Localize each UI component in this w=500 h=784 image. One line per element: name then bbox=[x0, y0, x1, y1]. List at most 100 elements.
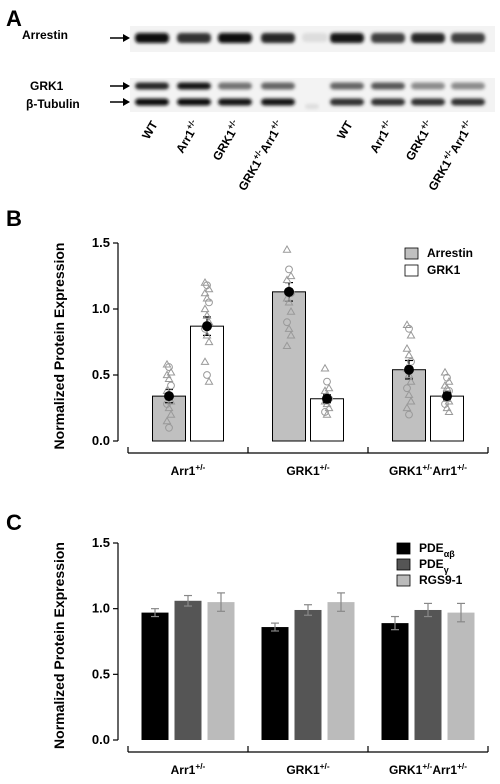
data-point bbox=[286, 271, 296, 280]
mean-point bbox=[164, 391, 174, 402]
blot-band bbox=[330, 82, 364, 90]
data-point bbox=[404, 350, 414, 359]
blot-band bbox=[411, 82, 445, 90]
lane-labels: WT Arr1+/-GRK1+/-GRK1+/-Arr1+/- WT Arr1+/-G… bbox=[139, 117, 477, 193]
blot-band bbox=[135, 82, 169, 90]
blot-band bbox=[218, 82, 252, 90]
data-point bbox=[166, 367, 176, 376]
blot-band bbox=[371, 33, 405, 43]
lane-label: WT bbox=[139, 118, 161, 142]
data-point bbox=[204, 284, 214, 293]
data-point bbox=[164, 374, 174, 383]
blot-band bbox=[451, 98, 485, 106]
lane-label: Arr1+/- bbox=[171, 117, 202, 155]
blot-band bbox=[218, 33, 252, 43]
data-point bbox=[282, 275, 292, 284]
bar bbox=[261, 627, 289, 740]
data-point bbox=[402, 344, 412, 352]
panel-a-letter: A bbox=[6, 6, 22, 31]
data-point bbox=[202, 293, 212, 302]
data-point bbox=[167, 381, 175, 390]
bar bbox=[414, 609, 442, 740]
bar bbox=[327, 602, 355, 740]
blot-band bbox=[177, 33, 211, 43]
data-point bbox=[162, 370, 172, 379]
blot-band bbox=[261, 82, 295, 90]
data-point bbox=[402, 320, 412, 328]
y-tick-label: 1.5 bbox=[92, 535, 110, 550]
legend-swatch bbox=[396, 542, 411, 555]
blot-bands bbox=[130, 26, 495, 112]
data-point bbox=[200, 288, 210, 297]
legend-label: RGS9-1 bbox=[419, 573, 463, 587]
band-arrow-head bbox=[123, 34, 130, 42]
mean-point bbox=[404, 364, 414, 375]
y-tick-label: 0.5 bbox=[92, 666, 110, 681]
legend-label: PDEγ bbox=[419, 557, 449, 575]
lane-label: GRK1+/-Arr1+/- bbox=[424, 117, 477, 193]
data-point bbox=[165, 363, 173, 371]
bar bbox=[447, 612, 475, 740]
legend-swatch bbox=[404, 247, 419, 260]
data-point bbox=[164, 403, 174, 412]
blot-band bbox=[451, 33, 485, 43]
blot-band bbox=[371, 98, 405, 106]
bar bbox=[190, 325, 224, 442]
mean-point bbox=[284, 286, 294, 297]
lane-label: GRK1+/-Arr1+/- bbox=[234, 117, 287, 193]
data-point bbox=[203, 371, 211, 379]
y-tick-label: 1.5 bbox=[92, 235, 110, 250]
x-category-label: GRK1+/-Arr1+/- bbox=[389, 462, 467, 478]
data-point bbox=[286, 330, 296, 339]
x-category-label: GRK1+/-Arr1+/- bbox=[389, 761, 467, 777]
legend-label: Arrestin bbox=[427, 246, 473, 260]
blot-band bbox=[218, 98, 252, 106]
data-point bbox=[404, 390, 414, 398]
y-tick-label: 0.0 bbox=[92, 732, 110, 747]
bar bbox=[430, 395, 464, 442]
y-axis-title: Normalized Protein Expression bbox=[51, 542, 67, 749]
x-category-label: GRK1+/- bbox=[286, 761, 330, 777]
band-label-grk1: GRK1 bbox=[30, 79, 64, 93]
data-point bbox=[324, 383, 334, 392]
bar bbox=[141, 612, 169, 740]
data-point bbox=[406, 396, 416, 405]
data-point bbox=[286, 307, 296, 315]
chart-panel-b: B 0.0 0.5 1.0 1.5 Normalized Protein Express… bbox=[6, 206, 489, 478]
blot-band bbox=[135, 98, 169, 106]
blot-smear bbox=[305, 104, 319, 109]
data-point bbox=[320, 363, 330, 372]
data-point bbox=[162, 416, 172, 425]
lane-label: Arr1+/- bbox=[365, 117, 396, 155]
bar bbox=[174, 600, 202, 740]
data-point bbox=[202, 330, 212, 339]
blot-band bbox=[451, 82, 485, 90]
data-point bbox=[282, 245, 292, 253]
data-point bbox=[282, 341, 292, 350]
band-arrows bbox=[110, 34, 130, 106]
legend-label: GRK1 bbox=[427, 263, 461, 277]
blot-smear bbox=[302, 33, 328, 42]
blot-band bbox=[261, 98, 295, 106]
data-point bbox=[403, 384, 411, 393]
mean-point bbox=[442, 391, 452, 402]
data-point bbox=[405, 324, 413, 333]
band-arrow-head bbox=[123, 82, 130, 90]
y-tick-label: 0.0 bbox=[92, 433, 110, 448]
data-point bbox=[444, 377, 454, 385]
band-label-tubulin: β-Tubulin bbox=[26, 97, 80, 111]
data-point bbox=[205, 298, 213, 307]
y-tick-label: 1.0 bbox=[92, 301, 110, 316]
blot-band bbox=[371, 82, 405, 90]
data-point bbox=[320, 386, 330, 394]
y-tick-label: 1.0 bbox=[92, 601, 110, 616]
data-point bbox=[322, 399, 332, 408]
data-point bbox=[405, 410, 413, 419]
panel-b-letter: B bbox=[6, 206, 22, 231]
bar bbox=[207, 602, 235, 740]
bar bbox=[392, 369, 426, 442]
data-point bbox=[322, 410, 332, 418]
data-point bbox=[284, 324, 294, 332]
